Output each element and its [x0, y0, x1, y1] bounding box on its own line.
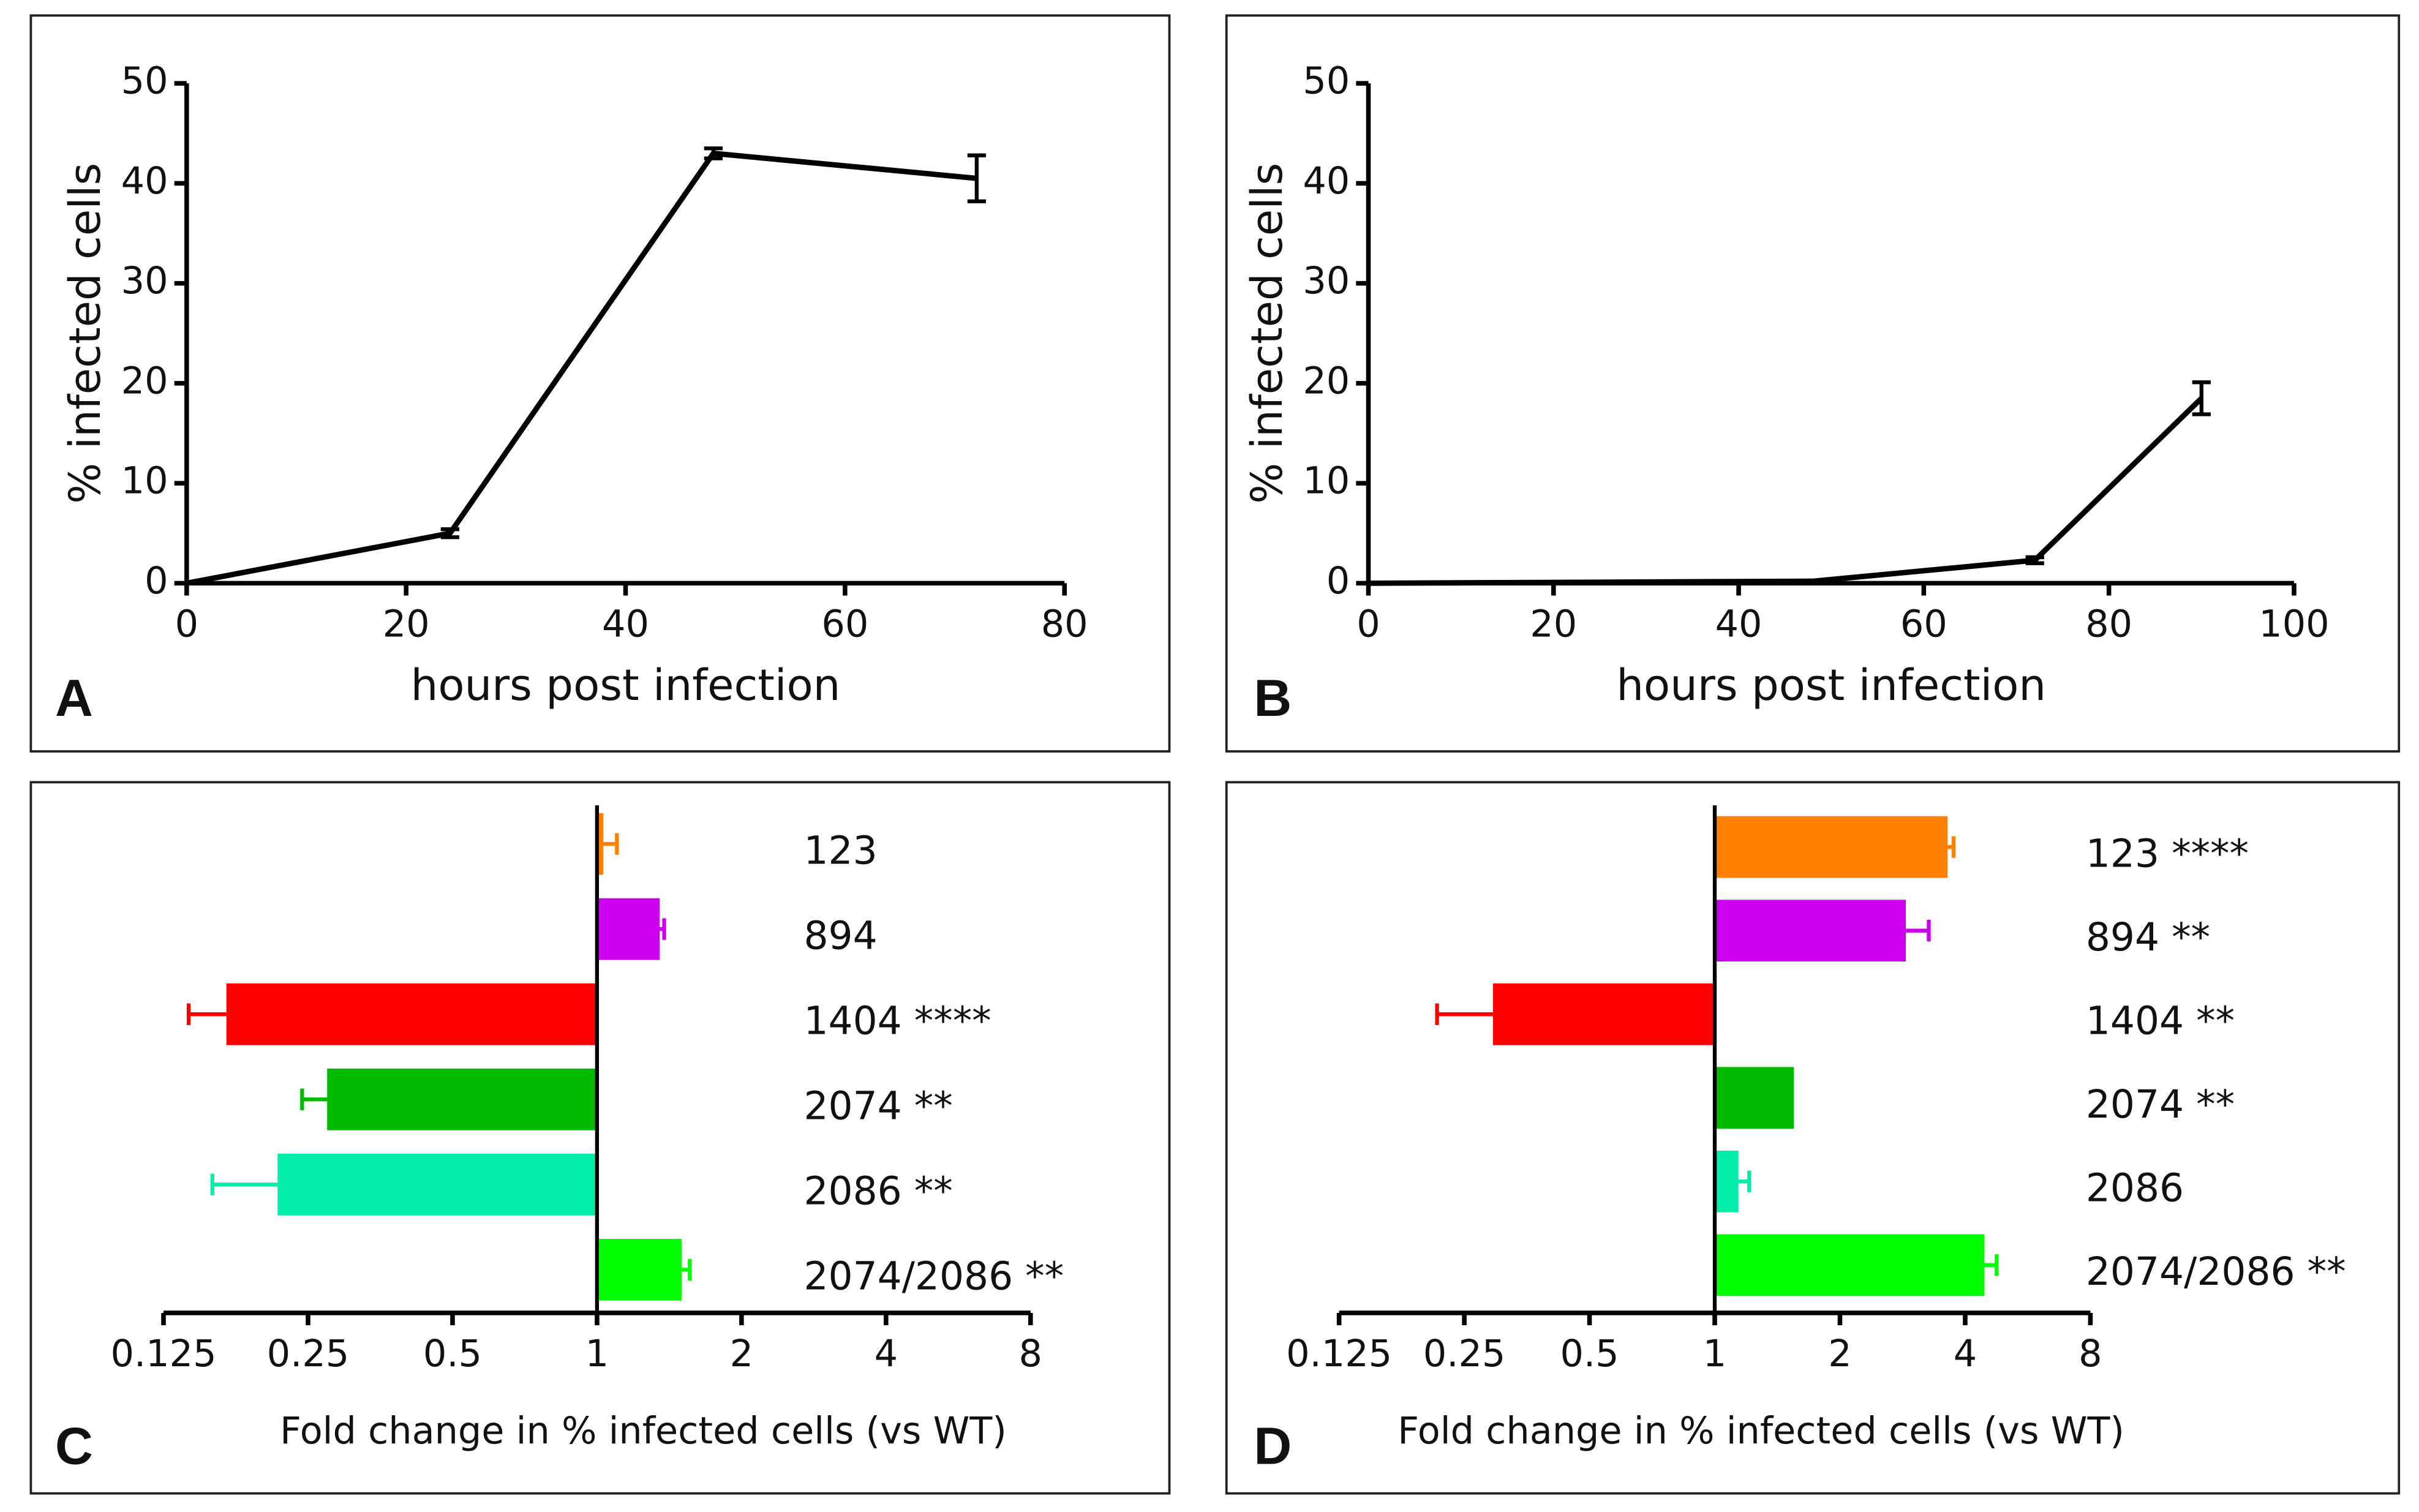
- x-tick-label: 40: [602, 603, 649, 645]
- error-bar: [681, 1258, 692, 1281]
- category-label: 2086 **: [803, 1169, 952, 1214]
- bar: [1715, 1234, 1985, 1296]
- bar: [1492, 983, 1715, 1045]
- data-line: [1368, 396, 2203, 586]
- category-label: 1404 **: [2086, 998, 2235, 1043]
- x-axis-label: Fold change in % infected cells (vs WT): [1398, 1410, 2124, 1453]
- x-tick-label: 80: [2085, 603, 2132, 645]
- error-bar: [210, 1173, 278, 1195]
- x-tick-label: 40: [1715, 603, 1763, 645]
- bar: [1715, 1067, 1794, 1129]
- error-bar: [1435, 1003, 1493, 1025]
- error-bar: [1947, 836, 1956, 858]
- error-bar: [300, 1088, 328, 1110]
- category-label: 1404 ****: [803, 998, 991, 1043]
- y-tick-label: 0: [145, 560, 168, 603]
- y-tick-label: 20: [121, 359, 168, 402]
- bar: [277, 1153, 597, 1216]
- x-tick-label: 8: [2079, 1333, 2102, 1375]
- y-axis-label: % infected cells: [60, 163, 110, 504]
- x-tick-label: 100: [2259, 603, 2329, 645]
- error-bar: [660, 918, 666, 940]
- category-label: 2086: [2086, 1165, 2184, 1210]
- x-tick-label: 4: [1954, 1333, 1977, 1375]
- category-label: 2074/2086 **: [2086, 1249, 2346, 1294]
- panel-frame: [29, 781, 1171, 1495]
- y-axis-label: % infected cells: [1242, 163, 1292, 504]
- bar: [1715, 816, 1948, 878]
- category-label: 894: [803, 913, 877, 958]
- category-label: 123: [803, 828, 877, 873]
- x-tick-label: 0: [1356, 603, 1380, 645]
- category-label: 2074 **: [2086, 1082, 2235, 1127]
- panel-label: A: [55, 669, 93, 728]
- category-label: 2074 **: [803, 1083, 952, 1128]
- y-tick-label: 30: [121, 260, 168, 303]
- x-tick-label: 1: [585, 1333, 609, 1375]
- x-tick-label: 60: [821, 603, 868, 645]
- error-bar: [2192, 380, 2211, 416]
- bar: [226, 983, 597, 1045]
- x-tick-label: 20: [383, 603, 430, 645]
- category-label: 2074/2086 **: [803, 1254, 1064, 1299]
- panel-label: C: [55, 1417, 93, 1476]
- bar: [1715, 1150, 1739, 1213]
- x-tick-label: 80: [1041, 603, 1088, 645]
- x-tick-label: 4: [875, 1333, 898, 1375]
- category-label: 894 **: [2086, 915, 2210, 960]
- x-tick-label: 0.5: [423, 1333, 482, 1375]
- bar: [596, 898, 660, 960]
- panel-label: D: [1254, 1417, 1292, 1476]
- x-axis-label: Fold change in % infected cells (vs WT): [280, 1410, 1007, 1453]
- error-bar: [2025, 555, 2044, 565]
- bar: [327, 1068, 597, 1130]
- x-tick-label: 2: [1828, 1333, 1851, 1375]
- x-tick-label: 0.125: [111, 1333, 217, 1375]
- error-bar: [440, 527, 459, 540]
- x-tick-label: 60: [1900, 603, 1947, 645]
- x-tick-label: 2: [730, 1333, 753, 1375]
- error-bar: [603, 833, 619, 855]
- data-line: [186, 151, 977, 586]
- y-tick-label: 50: [121, 60, 168, 103]
- x-tick-label: 0.25: [267, 1333, 350, 1375]
- x-tick-label: 8: [1019, 1333, 1042, 1375]
- error-bar: [704, 146, 723, 160]
- y-tick-label: 50: [1303, 60, 1350, 103]
- x-axis-label: hours post infection: [1616, 660, 2046, 710]
- error-bar: [1984, 1254, 1999, 1276]
- y-tick-label: 20: [1303, 359, 1350, 402]
- x-tick-label: 1: [1703, 1333, 1726, 1375]
- x-tick-label: 0.5: [1560, 1333, 1619, 1375]
- panel-frame: [1225, 781, 2401, 1495]
- x-axis-label: hours post infection: [411, 660, 841, 710]
- y-tick-label: 0: [1326, 560, 1350, 603]
- panel-frame: [1225, 14, 2401, 753]
- panel-frame: [29, 14, 1171, 753]
- x-tick-label: 0.25: [1423, 1333, 1506, 1375]
- y-tick-label: 10: [121, 460, 168, 503]
- y-tick-label: 10: [1303, 460, 1350, 503]
- category-label: 123 ****: [2086, 831, 2249, 876]
- y-tick-label: 40: [121, 160, 168, 203]
- error-bar: [186, 1003, 227, 1025]
- error-bar: [1738, 1170, 1751, 1192]
- panel-label: B: [1254, 669, 1292, 728]
- x-tick-label: 0.125: [1286, 1333, 1392, 1375]
- bar: [596, 813, 603, 875]
- x-tick-label: 20: [1530, 603, 1577, 645]
- error-bar: [1906, 920, 1931, 942]
- y-tick-label: 30: [1303, 260, 1350, 303]
- y-tick-label: 40: [1303, 160, 1350, 203]
- bar: [596, 1238, 682, 1301]
- bar: [1715, 900, 1906, 962]
- error-bar: [967, 153, 986, 203]
- x-tick-label: 0: [175, 603, 198, 645]
